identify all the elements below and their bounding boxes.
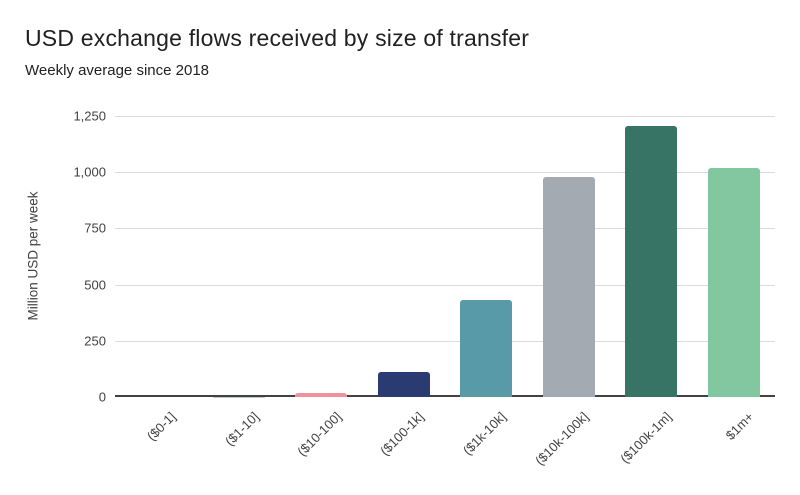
bar-slot: ($0-1]	[115, 116, 198, 444]
gridline	[115, 228, 775, 230]
chart-title: USD exchange flows received by size of t…	[25, 25, 530, 51]
bar	[625, 126, 678, 397]
x-axis-tick-label: $1m+	[722, 409, 757, 443]
bar	[542, 176, 595, 397]
chart-subtitle: Weekly average since 2018	[25, 62, 209, 79]
y-axis-tick-label: 500	[84, 277, 106, 293]
bar-slot: ($1k-10k]	[445, 116, 528, 458]
x-axis-line	[115, 395, 775, 397]
bar	[295, 392, 348, 397]
y-axis-tick-label: 0	[98, 389, 106, 405]
gridline	[115, 116, 775, 117]
x-axis-tick-label: ($10k-100k]	[532, 409, 592, 469]
bar-slot: ($100k-1m]	[610, 116, 693, 466]
bar-slot: ($10k-100k]	[528, 116, 611, 468]
bar-slot: $1m+	[693, 116, 776, 443]
y-axis-ticks: 0 250 500 750 1,000 1,250	[0, 109, 106, 405]
x-axis-tick-label: ($10-100]	[293, 409, 344, 459]
x-axis-tick-label: ($0-1]	[144, 409, 179, 444]
gridline	[115, 284, 775, 286]
bar	[707, 167, 760, 397]
bar	[377, 372, 430, 397]
bar-slot: ($10-100]	[280, 116, 363, 459]
y-axis-tick-label: 1,000	[73, 164, 106, 180]
gridline	[115, 172, 775, 174]
y-axis-tick-label: 750	[84, 220, 106, 236]
bar	[460, 300, 513, 397]
gridline	[115, 340, 775, 342]
y-axis-tick-label: 1,250	[73, 108, 106, 124]
y-axis-tick-label: 250	[84, 333, 106, 349]
bar-slot: ($1-10]	[198, 116, 281, 449]
plot-area: ($0-1] ($1-10] ($10-100] ($100-1k] ($1k-10k]…	[115, 116, 776, 468]
bar-slot: ($100-1k]	[363, 116, 446, 458]
x-axis-tick-label: ($1k-10k]	[459, 409, 509, 458]
x-axis-tick-label: ($100k-1m]	[616, 409, 674, 467]
bars-row: ($0-1] ($1-10] ($10-100] ($100-1k] ($1k-10k]…	[115, 116, 776, 468]
x-axis-tick-label: ($1-10]	[221, 409, 262, 449]
x-axis-tick-label: ($100-1k]	[376, 409, 427, 459]
